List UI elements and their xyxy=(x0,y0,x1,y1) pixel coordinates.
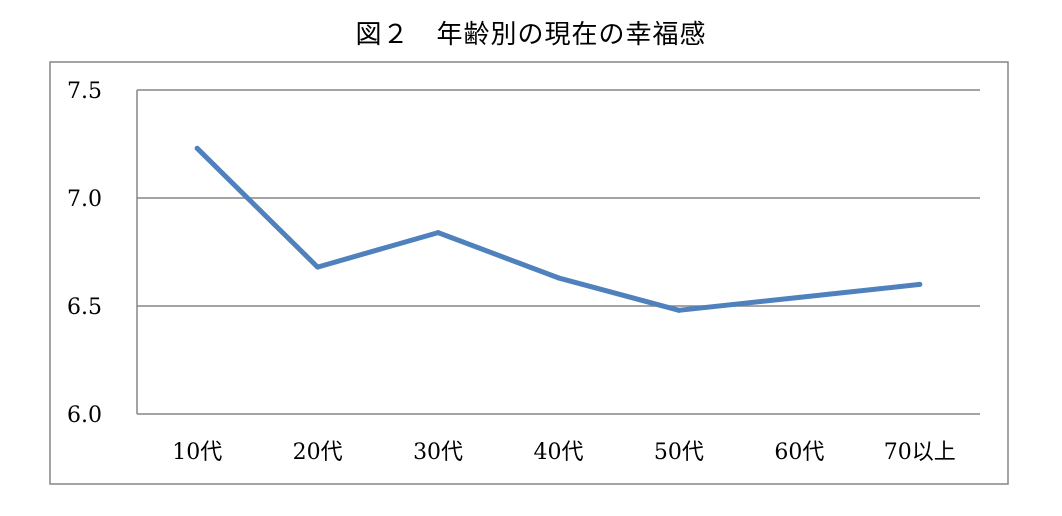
y-tick-label: 7.5 xyxy=(67,79,102,104)
data-point xyxy=(435,230,441,236)
data-point xyxy=(194,145,200,151)
x-tick-label: 50代 xyxy=(654,440,704,465)
y-tick-labels: 6.0 6.5 7.0 7.5 xyxy=(67,79,102,428)
data-point xyxy=(315,264,321,270)
x-tick-label: 20代 xyxy=(293,440,343,465)
data-point xyxy=(556,275,561,281)
x-tick-labels: 10代 20代 30代 40代 50代 60代 70以上 xyxy=(172,440,956,465)
chart-area-border xyxy=(49,61,1009,485)
y-tick-label: 6.0 xyxy=(67,403,102,428)
x-tick-label: 10代 xyxy=(172,440,222,465)
x-tick-label: 60代 xyxy=(774,440,824,465)
y-tick-label: 6.5 xyxy=(67,295,102,320)
x-tick-label: 70以上 xyxy=(884,440,956,465)
data-point xyxy=(676,307,682,313)
x-tick-label: 40代 xyxy=(534,440,584,465)
y-tick-label: 7.0 xyxy=(67,187,102,212)
series-line xyxy=(194,145,923,313)
grid-lines xyxy=(137,89,980,415)
x-tick-label: 30代 xyxy=(413,440,463,465)
data-point xyxy=(917,281,923,287)
data-point xyxy=(796,294,802,300)
data-points xyxy=(194,145,923,313)
chart-title: 図２ 年齢別の現在の幸福感 xyxy=(355,20,707,50)
